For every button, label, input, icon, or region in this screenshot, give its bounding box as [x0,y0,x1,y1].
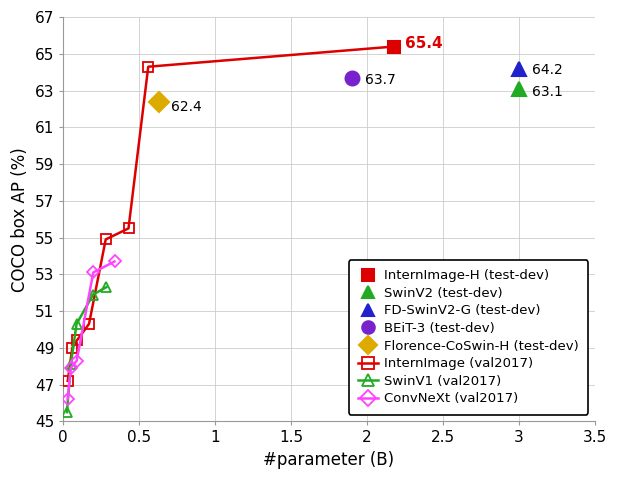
Y-axis label: COCO box AP (%): COCO box AP (%) [11,147,29,291]
Legend: InternImage-H (test-dev), SwinV2 (test-dev), FD-SwinV2-G (test-dev), BEiT-3 (tes: InternImage-H (test-dev), SwinV2 (test-d… [349,260,588,415]
X-axis label: #parameter (B): #parameter (B) [263,451,394,469]
Text: 63.1: 63.1 [533,85,564,99]
Text: 65.4: 65.4 [405,36,442,51]
Text: 63.7: 63.7 [365,72,396,86]
Text: 64.2: 64.2 [533,63,563,77]
Text: 62.4: 62.4 [171,100,202,114]
